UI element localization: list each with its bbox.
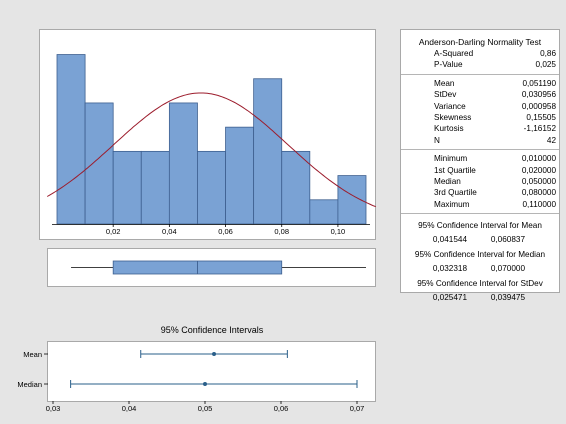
quantiles-section: Minimum 0,010000 1st Quartile 0,020000 Med… — [401, 149, 559, 213]
stat-row: Minimum 0,010000 — [401, 153, 559, 164]
histogram-bar — [84, 102, 114, 225]
histogram-bar — [140, 150, 170, 225]
stat-row: Variance 0,000958 — [401, 101, 559, 112]
stat-value: 0,025 — [535, 60, 557, 70]
ci-x-tick-label: 0,03 — [46, 404, 61, 413]
ci-row-label: Mean — [23, 350, 42, 359]
x-tick-label: 0,06 — [218, 227, 233, 236]
ci-x-tick-label: 0,06 — [274, 404, 289, 413]
histogram-bar — [197, 150, 226, 225]
stat-row: A-Squared 0,86 — [401, 48, 559, 59]
stat-row: Kurtosis -1,16152 — [401, 123, 559, 134]
stat-value: 0,000958 — [521, 101, 556, 111]
stat-value: 0,010000 — [521, 154, 556, 164]
stat-row: StDev 0,030956 — [401, 89, 559, 100]
ci-high-value: 0,039475 — [490, 293, 525, 303]
normality-section: A-Squared 0,86 P-Value 0,025 — [401, 47, 559, 74]
stat-value: 42 — [546, 135, 556, 145]
x-tick-label: 0,04 — [162, 227, 177, 236]
ci-center-point — [203, 382, 207, 386]
stat-label: StDev — [434, 90, 457, 100]
stat-label: 1st Quartile — [434, 165, 476, 175]
ci-chart-title: 95% Confidence Intervals — [161, 325, 264, 335]
moments-section: Mean 0,051190 StDev 0,030956 Variance 0,000… — [401, 73, 559, 149]
stat-value: -1,16152 — [523, 124, 556, 134]
ci-stdev-title: 95% Confidence Interval for StDev — [417, 279, 543, 289]
stat-label: P-Value — [434, 60, 463, 70]
ci-median-values: 0,032318 0,070000 — [401, 263, 559, 274]
stat-value: 0,051190 — [522, 78, 556, 88]
histogram-bar — [56, 54, 86, 225]
stat-row: N 42 — [401, 135, 559, 146]
stat-label: Mean — [434, 78, 455, 88]
stat-row: Maximum 0,110000 — [401, 199, 559, 210]
stat-row: P-Value 0,025 — [401, 59, 559, 70]
histogram-bar — [281, 150, 311, 225]
stat-value: 0,050000 — [521, 177, 556, 187]
stat-row: Skewness 0,15505 — [401, 112, 559, 123]
stat-value: 0,020000 — [521, 165, 556, 175]
stat-value: 0,15505 — [526, 113, 556, 123]
stat-row: Mean 0,051190 — [401, 78, 559, 89]
ci-x-tick-label: 0,05 — [198, 404, 213, 413]
stat-label: Variance — [434, 101, 466, 111]
ci-low-value: 0,025471 — [432, 293, 467, 303]
stat-label: Minimum — [434, 154, 468, 164]
normality-test-title: Anderson-Darling Normality Test — [418, 37, 542, 47]
stat-label: Kurtosis — [434, 124, 464, 134]
stat-value: 0,86 — [540, 49, 556, 58]
stat-row: 3rd Quartile 0,080000 — [401, 187, 559, 198]
stat-value: 0,030956 — [521, 90, 556, 100]
ci-mean-title: 95% Confidence Interval for Mean — [418, 221, 542, 231]
ci-row-label: Median — [17, 380, 42, 389]
stat-label: Maximum — [434, 199, 470, 209]
stat-value: 0,080000 — [521, 188, 556, 198]
histogram-bar — [253, 78, 283, 225]
stat-label: 3rd Quartile — [434, 188, 477, 198]
stat-label: Skewness — [434, 113, 472, 123]
ci-center-point — [212, 352, 217, 356]
stat-row: 1st Quartile 0,020000 — [401, 165, 559, 176]
histogram-bar — [168, 102, 198, 225]
histogram-bar — [225, 126, 255, 225]
summary-stats-panel: Anderson-Darling Normality Test A-Square… — [400, 29, 560, 302]
stat-label: N — [434, 135, 440, 145]
confidence-interval-panel — [47, 341, 376, 402]
ci-median-title: 95% Confidence Interval for Median — [414, 250, 546, 260]
x-tick-label: 0,02 — [106, 227, 121, 236]
ci-x-tick-label: 0,07 — [350, 404, 365, 413]
ci-low-value: 0,032318 — [432, 264, 467, 274]
ci-stdev-values: 0,025471 0,039475 — [401, 292, 559, 303]
ci-high-value: 0,060837 — [490, 235, 525, 245]
stat-row: Median 0,050000 — [401, 176, 559, 187]
stat-label: A-Squared — [434, 49, 474, 58]
stat-value: 0,110000 — [522, 199, 556, 209]
ci-mean-values: 0,041544 0,060837 — [401, 234, 559, 245]
ci-high-value: 0,070000 — [490, 264, 525, 274]
normal-fit-curve — [46, 92, 376, 208]
x-tick-label: 0,10 — [331, 227, 346, 236]
ci-x-tick-label: 0,04 — [122, 404, 137, 413]
confidence-intervals-section: 95% Confidence Interval for Mean 0,04154… — [401, 213, 559, 306]
ci-low-value: 0,041544 — [432, 235, 467, 245]
stat-label: Median — [434, 177, 461, 187]
x-tick-label: 0,08 — [274, 227, 289, 236]
